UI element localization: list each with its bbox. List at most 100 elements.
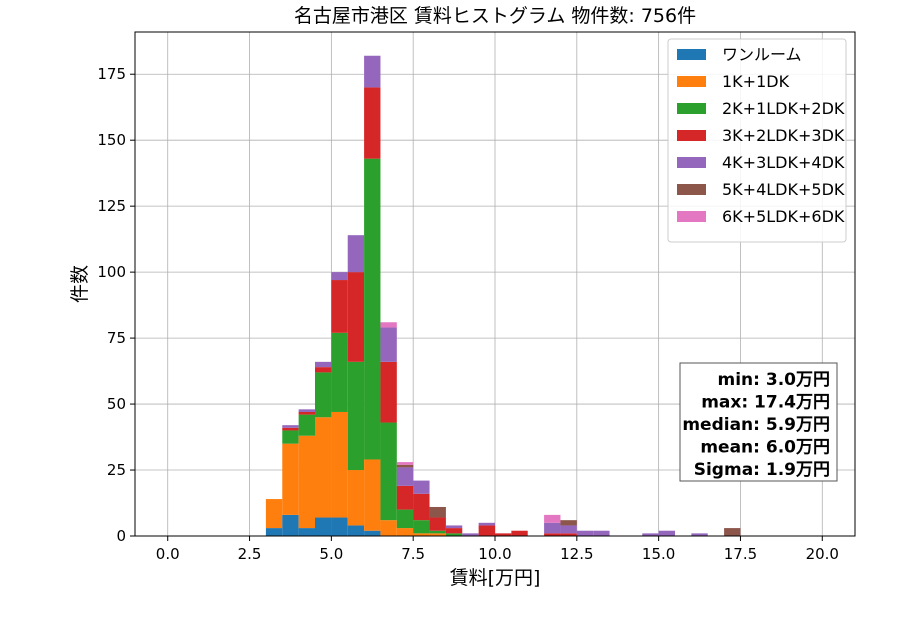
bar-segment-4 <box>380 361 397 423</box>
bar-segment-3 <box>380 422 397 521</box>
bar-segment-4 <box>413 493 430 521</box>
bar-segment-5 <box>445 525 463 529</box>
bar-segment-4 <box>347 272 365 362</box>
stats-line: Sigma: 1.9万円 <box>694 460 830 480</box>
bar-segment-7 <box>380 322 397 328</box>
bar-segment-5 <box>282 425 299 428</box>
legend-swatch <box>677 103 706 114</box>
bar-segment-1 <box>265 528 283 536</box>
bar-segment-5 <box>413 480 430 494</box>
bar-segment-3 <box>315 372 332 418</box>
bar-segment-4 <box>544 533 561 536</box>
bar-segment-2 <box>429 533 446 536</box>
x-tick-label: 17.5 <box>724 545 757 563</box>
x-tick-label: 10.0 <box>478 545 511 563</box>
y-tick-label: 50 <box>107 395 126 413</box>
legend-label: ワンルーム <box>722 45 802 64</box>
legend-swatch <box>677 49 706 60</box>
bar-segment-2 <box>298 435 315 529</box>
bar-segment-2 <box>413 533 430 536</box>
stats-line: max: 17.4万円 <box>701 393 830 413</box>
legend-swatch <box>677 76 706 87</box>
bar-segment-2 <box>331 411 348 518</box>
bar-segment-5 <box>544 522 561 534</box>
bar-segment-7 <box>396 462 414 465</box>
bar-segment-4 <box>315 367 332 373</box>
x-axis-ticks: 0.0 2.5 5.0 7.5 10.0 12.5 15.0 17.5 20.0 <box>156 536 839 563</box>
x-tick-label: 2.5 <box>238 545 262 563</box>
y-tick-label: 75 <box>107 329 126 347</box>
x-axis-title: 賃料[万円] <box>450 567 541 589</box>
bar-segment-1 <box>315 517 332 536</box>
legend: ワンルーム 1K+1DK 2K+1LDK+2DK 3K+2LDK+3DK 4K+3LDK… <box>667 38 847 243</box>
bar-segment-2 <box>265 499 283 529</box>
bar-segment-5 <box>331 272 348 281</box>
legend-label: 5K+4LDK+5DK <box>722 180 845 199</box>
bar-segment-2 <box>380 520 397 536</box>
y-tick-label: 0 <box>116 527 126 545</box>
x-tick-label: 7.5 <box>401 545 425 563</box>
bar-segment-2 <box>396 528 414 536</box>
bar-segment-1 <box>347 525 365 536</box>
legend-label: 3K+2LDK+3DK <box>722 126 845 145</box>
bar-segment-4 <box>282 427 299 431</box>
bar-segment-5 <box>347 235 365 273</box>
bar-segment-3 <box>445 533 463 536</box>
bar-segment-6 <box>560 520 577 526</box>
bar-segment-6 <box>724 528 741 536</box>
stats-frame <box>679 362 838 482</box>
bar-segment-1 <box>364 530 381 536</box>
bar-segment-5 <box>560 525 577 534</box>
stats-line: median: 5.9万円 <box>682 415 830 435</box>
bar-segment-3 <box>413 520 430 534</box>
bar-segment-5 <box>691 533 708 536</box>
bar-segment-4 <box>445 528 463 534</box>
bar-segment-5 <box>364 55 381 88</box>
bar-segment-5 <box>315 361 332 368</box>
bar-segment-2 <box>282 443 299 515</box>
legend-swatch <box>677 211 706 222</box>
x-tick-label: 5.0 <box>319 545 343 563</box>
bar-segment-3 <box>364 158 381 460</box>
bar-segment-5 <box>462 533 479 536</box>
stats-line: min: 3.0万円 <box>718 370 830 390</box>
bar-segment-3 <box>429 530 446 534</box>
bar-segment-7 <box>544 514 561 523</box>
bar-segment-1 <box>282 514 299 536</box>
y-axis-title: 件数 <box>69 265 91 303</box>
bar-segment-6 <box>396 464 414 468</box>
bar-segment-4 <box>429 517 446 531</box>
bar-segment-4 <box>364 87 381 159</box>
legend-swatch <box>677 157 706 168</box>
legend-label: 4K+3LDK+4DK <box>722 153 845 172</box>
y-tick-label: 175 <box>97 65 126 83</box>
bar-segment-4 <box>298 411 315 415</box>
bar-segment-5 <box>380 327 397 362</box>
y-tick-label: 100 <box>97 263 126 281</box>
y-axis-ticks: 0 25 50 75 100 125 150 175 <box>97 65 135 545</box>
legend-label: 1K+1DK <box>722 72 790 91</box>
bar-segment-4 <box>495 533 512 536</box>
chart-title: 名古屋市港区 賃料ヒストグラム 物件数: 756件 <box>294 5 696 27</box>
bar-segment-5 <box>642 533 659 536</box>
bar-segment-3 <box>347 361 365 471</box>
bar-segment-5 <box>478 522 495 526</box>
legend-frame <box>667 38 847 243</box>
legend-swatch <box>677 130 706 141</box>
bar-segment-3 <box>396 509 414 529</box>
bar-segment-2 <box>364 459 381 531</box>
bar-segment-3 <box>331 332 348 412</box>
x-tick-label: 15.0 <box>642 545 675 563</box>
bar-segment-1 <box>298 528 315 536</box>
bar-segment-3 <box>282 430 299 444</box>
y-tick-label: 25 <box>107 461 126 479</box>
bar-segment-1 <box>331 517 348 536</box>
bar-segment-5 <box>298 409 315 412</box>
bar-segment-2 <box>347 470 365 526</box>
bar-segment-4 <box>511 530 528 536</box>
y-tick-label: 125 <box>97 197 126 215</box>
bar-segment-5 <box>576 530 594 536</box>
x-tick-label: 0.0 <box>156 545 180 563</box>
bar-segment-4 <box>478 525 495 536</box>
